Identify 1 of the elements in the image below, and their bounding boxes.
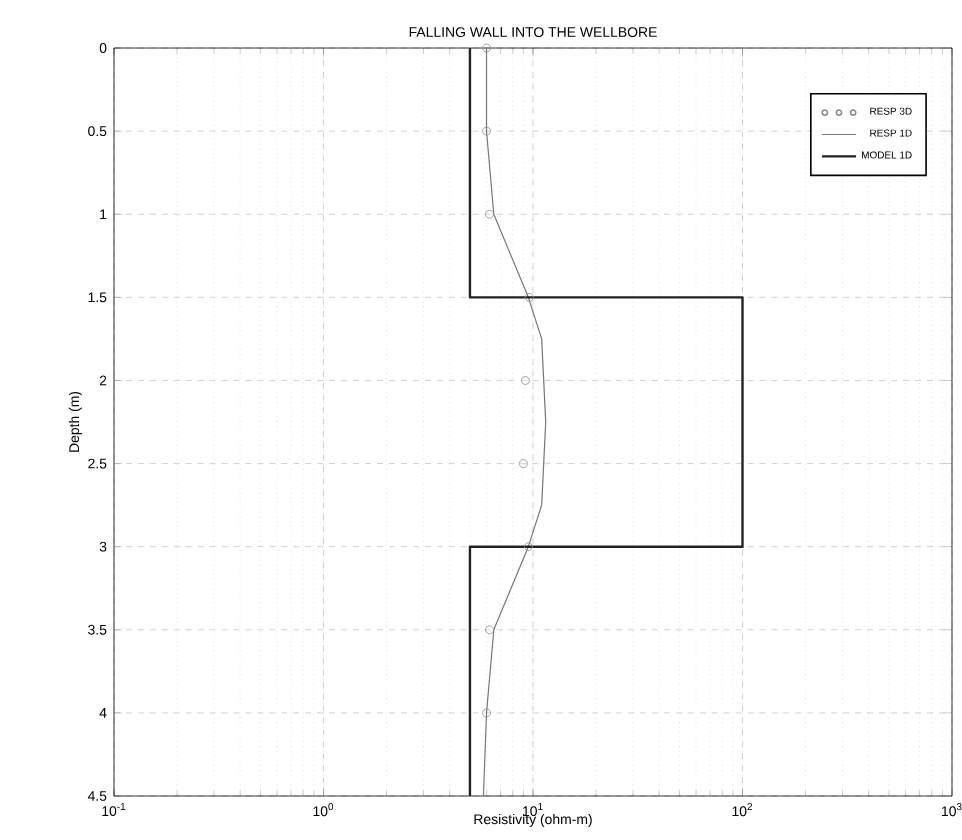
line-series bbox=[468, 48, 744, 797]
